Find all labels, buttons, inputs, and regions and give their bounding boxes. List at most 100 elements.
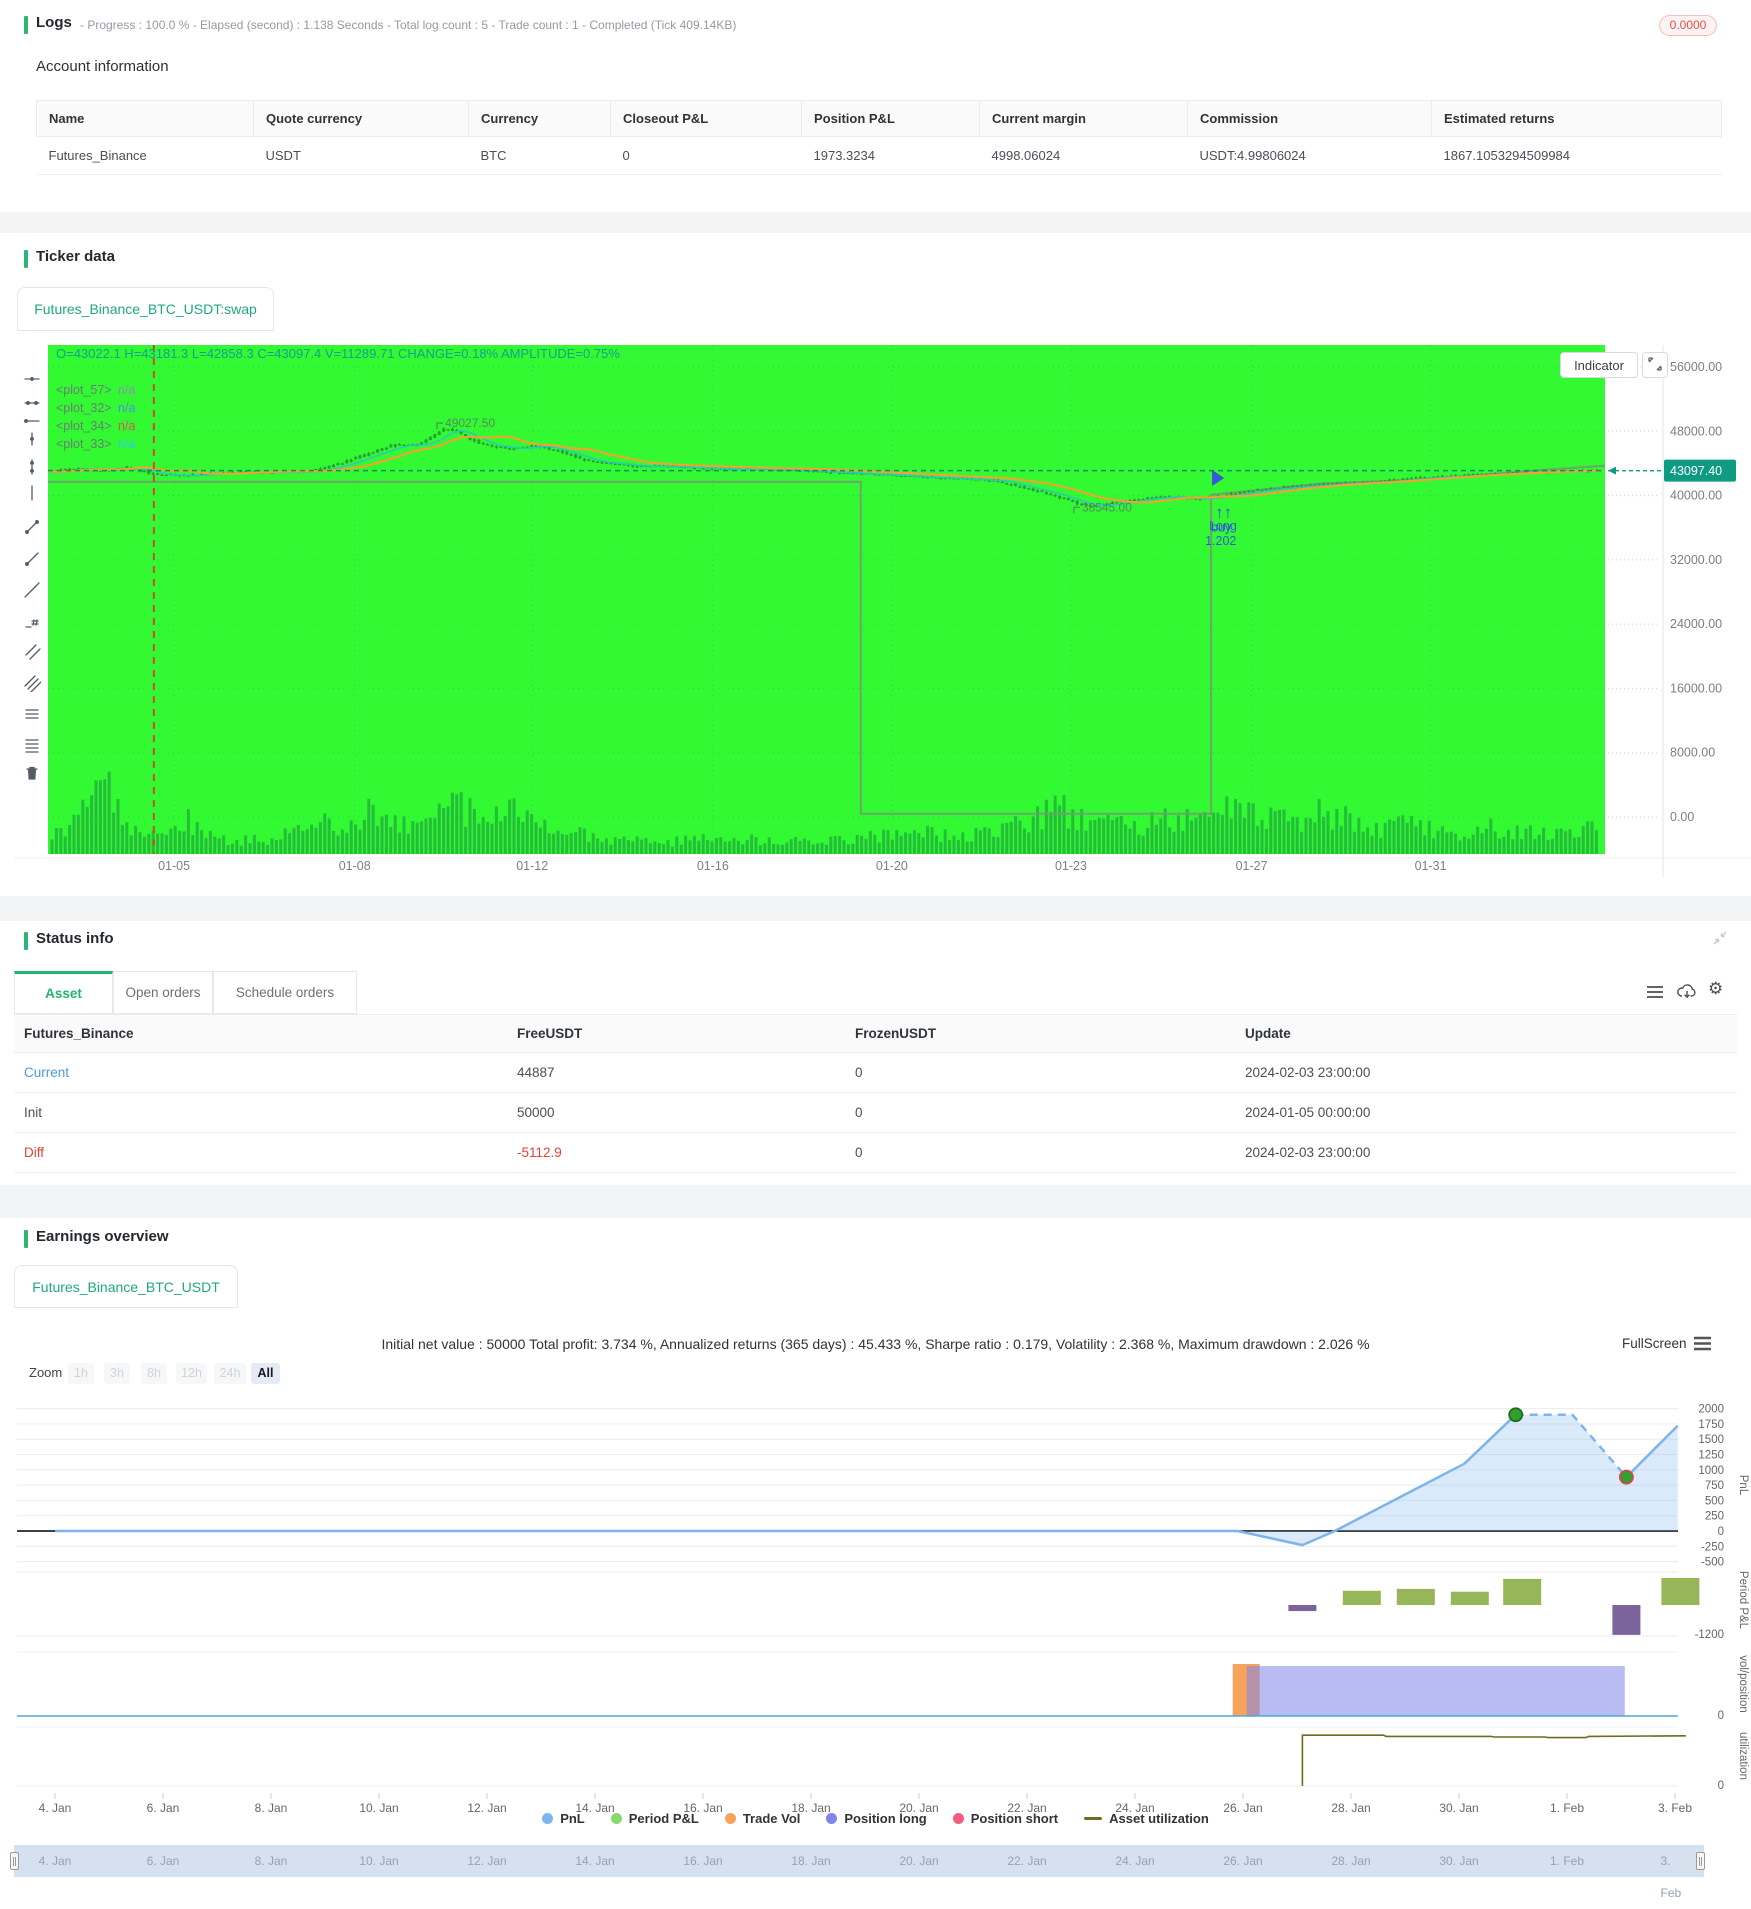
time-axis-label: 01-12 xyxy=(516,859,548,873)
legend-label: Asset utilization xyxy=(1109,1810,1209,1826)
indicator-button[interactable]: Indicator xyxy=(1560,352,1638,378)
legend-line-icon xyxy=(1084,1816,1103,1820)
period-pnl-axis-label: -1200 xyxy=(1695,1629,1724,1641)
chart-fullscreen-button[interactable] xyxy=(1642,352,1668,378)
stacked-lines-icon[interactable] xyxy=(20,733,44,757)
price-axis-label: 0.00 xyxy=(1670,810,1694,824)
navigator-right-handle[interactable] xyxy=(1696,1852,1705,1870)
table-cell: BTC xyxy=(468,136,611,175)
navigator-date-label: 8. Jan xyxy=(254,1854,288,1868)
vertical-line-icon[interactable] xyxy=(20,481,44,505)
legend-label: PnL xyxy=(560,1810,585,1826)
earnings-symbol-tab[interactable]: Futures_Binance_BTC_USDT xyxy=(14,1265,238,1308)
utilization-axis-title: utilization xyxy=(1737,1732,1749,1780)
account-col-header: Current margin xyxy=(979,100,1188,137)
pnl-event-marker[interactable] xyxy=(1508,1407,1524,1423)
table-cell: 0 xyxy=(855,1145,863,1160)
fullscreen-button[interactable]: FullScreen xyxy=(1622,1336,1687,1351)
parallel-channel-icon[interactable] xyxy=(20,639,44,663)
settings-gear-icon[interactable]: ⚙ xyxy=(1708,979,1724,998)
table-row: Futures_Binance USDT BTC 0 1973.3234 4998.060… xyxy=(36,136,1722,175)
status-info-title: Status info xyxy=(36,930,114,947)
table-cell: USDT xyxy=(253,136,469,175)
legend-item-position-long[interactable]: Position long xyxy=(826,1811,927,1826)
price-axis-label: 24000.00 xyxy=(1670,617,1722,631)
legend-item-pnl[interactable]: PnL xyxy=(542,1811,585,1826)
ticker-ohlc-readout: O=43022.1 H=43181.3 L=42858.3 C=43097.4 … xyxy=(56,346,620,361)
navigator-left-handle[interactable] xyxy=(10,1852,19,1870)
earnings-x-axis-label: 18. Jan xyxy=(791,1801,830,1815)
vertical-segment-icon[interactable] xyxy=(20,427,44,451)
horizontal-line-icon[interactable] xyxy=(20,391,44,415)
legend-dot-icon xyxy=(610,1812,622,1824)
earnings-multi-panel-chart[interactable]: 2000 1750 1500 1250 1000 750 500 250 0 -250 -500 Pn… xyxy=(0,1395,1751,1815)
price-axis-label: 8000.00 xyxy=(1670,746,1715,760)
table-cell: -5112.9 xyxy=(517,1145,562,1160)
navigator-date-label: 10. Jan xyxy=(359,1854,399,1868)
account-info-table: Name Quote currency Currency Closeout P&L Po… xyxy=(36,100,1722,175)
earnings-legend: PnL Period P&L Trade Vol Position long Posit… xyxy=(0,1806,1751,1830)
flat-lines-icon[interactable] xyxy=(20,702,44,726)
legend-dot-icon xyxy=(952,1812,964,1824)
zoom-button-all[interactable]: All xyxy=(251,1363,280,1384)
tab-asset[interactable]: Asset xyxy=(14,971,113,1014)
ticker-data-section: Ticker data Futures_Binance_BTC_USDT:swa… xyxy=(0,233,1751,896)
navigator-date-label: 1. Feb xyxy=(1549,1854,1585,1868)
menu-icon[interactable] xyxy=(1645,983,1665,1006)
earnings-overview-section: Earnings overview Futures_Binance_BTC_US… xyxy=(0,1218,1751,1900)
ticker-data-title: Ticker data xyxy=(36,248,115,265)
vertical-double-icon[interactable] xyxy=(20,455,44,479)
pnl-axis-label: -250 xyxy=(1701,1541,1724,1553)
tab-schedule-orders[interactable]: Schedule orders xyxy=(213,971,357,1014)
zoom-button-3h: 3h xyxy=(104,1363,130,1384)
earnings-stats-line: Initial net value : 50000 Total profit: … xyxy=(381,1336,1370,1352)
earnings-x-axis-label: 16. Jan xyxy=(683,1801,722,1815)
cross-line-icon[interactable] xyxy=(20,367,44,391)
pnl-axis-label: 1500 xyxy=(1698,1434,1724,1446)
trash-icon[interactable] xyxy=(20,761,44,785)
earnings-x-axis-label: 4. Jan xyxy=(39,1801,72,1815)
horizontal-ray-icon[interactable] xyxy=(20,409,44,433)
earnings-x-axis-label: 1. Feb xyxy=(1550,1801,1584,1815)
navigator-date-label: 3. Feb xyxy=(1660,1854,1682,1900)
pnl-event-marker[interactable] xyxy=(1619,1469,1634,1485)
legend-item-position-short[interactable]: Position short xyxy=(952,1811,1058,1826)
indicator-plot-row: <plot_34> n/a xyxy=(56,419,135,433)
extended-line-icon[interactable] xyxy=(20,578,44,602)
legend-item-period-p-l[interactable]: Period P&L xyxy=(610,1811,699,1826)
chart-menu-icon[interactable] xyxy=(1693,1335,1712,1357)
legend-item-asset-utilization[interactable]: Asset utilization xyxy=(1084,1811,1209,1826)
collapse-icon[interactable] xyxy=(1712,930,1728,951)
plot-value: n/a xyxy=(118,383,136,397)
zoom-button-8h: 8h xyxy=(141,1363,167,1384)
time-axis-label: 01-23 xyxy=(1055,859,1087,873)
angle-lines-icon[interactable] xyxy=(20,671,44,695)
vol-position-axis-label: 0 xyxy=(1718,1710,1724,1722)
trend-line-icon[interactable] xyxy=(20,515,44,539)
range-navigator[interactable]: 4. Jan 6. Jan 8. Jan 10. Jan 12. Jan 14. Jan 1… xyxy=(10,1845,1705,1900)
navigator-date-label: 22. Jan xyxy=(1007,1854,1047,1868)
table-cell: 0 xyxy=(610,136,802,175)
ray-line-icon[interactable] xyxy=(20,547,44,571)
zoom-button-1h: 1h xyxy=(68,1363,94,1384)
tab-open-orders[interactable]: Open orders xyxy=(113,971,213,1014)
pnl-axis-label: 2000 xyxy=(1698,1404,1724,1416)
earnings-x-axis-label: 22. Jan xyxy=(1007,1801,1046,1815)
legend-item-trade-vol[interactable]: Trade Vol xyxy=(724,1811,800,1826)
ticker-symbol-tab[interactable]: Futures_Binance_BTC_USDT:swap xyxy=(17,287,274,331)
pnl-axis-label: 750 xyxy=(1705,1480,1724,1492)
last-price-tag: 43097.40 xyxy=(1670,464,1722,478)
price-label-icon[interactable] xyxy=(20,610,44,634)
row-label[interactable]: Current xyxy=(24,1065,70,1080)
status-col-header: FreeUSDT xyxy=(517,1026,583,1041)
section-divider xyxy=(0,1185,1751,1218)
zoom-label: Zoom xyxy=(29,1365,63,1380)
navigator-date-label: 12. Jan xyxy=(467,1854,507,1868)
trade-marker-label: Long xyxy=(1209,519,1237,533)
table-cell: 1973.3234 xyxy=(801,136,980,175)
table-cell: 0 xyxy=(855,1065,863,1080)
cloud-download-icon[interactable] xyxy=(1676,982,1698,1007)
navigator-date-label: 30. Jan xyxy=(1439,1854,1479,1868)
